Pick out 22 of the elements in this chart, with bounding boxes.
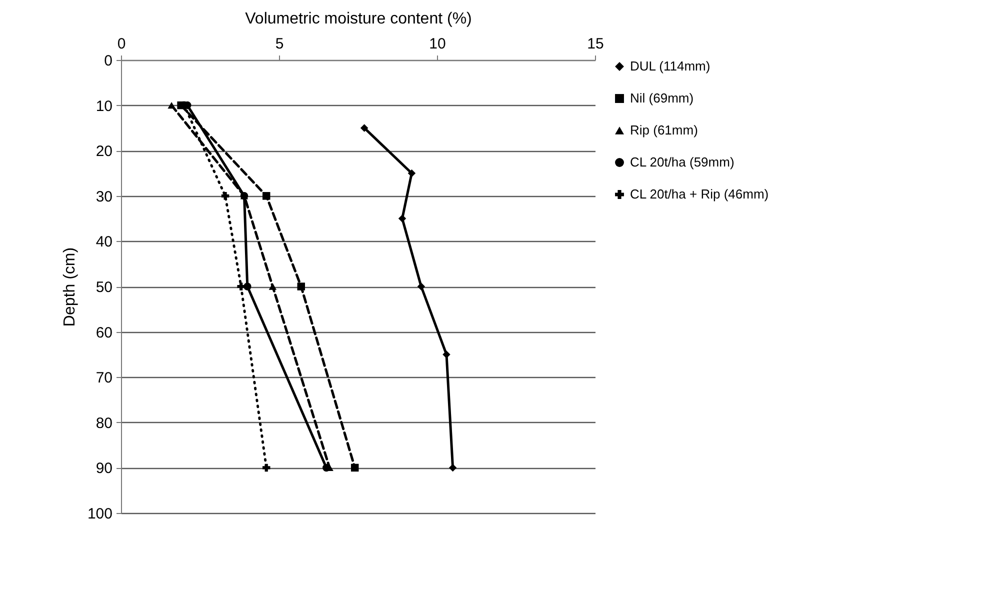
y-axis-title: Depth (cm): [61, 247, 78, 327]
y-tick-label: 10: [96, 98, 112, 115]
legend-label: DUL (114mm): [630, 58, 710, 74]
x-tick-label: 0: [117, 36, 126, 52]
x-tick-label: 15: [587, 36, 604, 52]
y-tick-label: 100: [87, 506, 112, 522]
x-tick-label: 10: [429, 36, 446, 52]
y-tick-label: 90: [96, 460, 112, 478]
y-tick-label: 30: [96, 188, 112, 206]
x-tick-label: 5: [275, 36, 284, 52]
legend-label: CL 20t/ha + Rip (46mm): [630, 186, 769, 202]
y-tick-label: 50: [96, 279, 112, 296]
y-tick-label: 70: [96, 370, 112, 387]
y-tick-label: 20: [96, 143, 112, 160]
y-tick-label: 40: [96, 234, 112, 251]
y-tick-label: 80: [96, 414, 112, 432]
legend-label: CL 20t/ha (59mm): [630, 154, 734, 170]
legend-label: Nil (69mm): [630, 90, 694, 106]
x-axis-title: Volumetric moisture content (%): [245, 10, 472, 28]
legend-label: Rip (61mm): [630, 122, 698, 138]
y-tick-label: 0: [104, 52, 112, 70]
y-tick-label: 60: [96, 324, 112, 342]
